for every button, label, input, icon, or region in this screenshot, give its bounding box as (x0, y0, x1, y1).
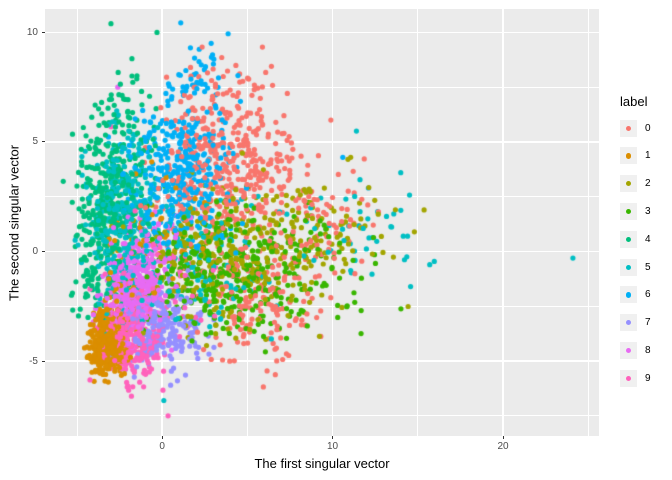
legend-point-icon (626, 292, 632, 298)
legend-entry-label: 0 (645, 122, 651, 134)
legend-color-key (620, 119, 637, 137)
legend-color-key (620, 230, 637, 248)
legend-entry-label: 8 (645, 344, 651, 356)
x-tick-label: 10 (327, 441, 339, 452)
y-axis-title: The second singular vector (6, 144, 22, 301)
legend-entry: 0 (620, 119, 672, 137)
legend-color-key (620, 369, 637, 387)
legend-point-icon (626, 125, 632, 131)
legend-entry-label: 6 (645, 289, 651, 301)
legend-point-icon (626, 236, 632, 243)
legend-entry: 2 (620, 175, 672, 193)
y-tick-mark (41, 251, 45, 253)
legend-color-key (620, 341, 637, 359)
legend-color-key (620, 175, 637, 193)
y-tick-label: 10 (26, 26, 38, 38)
legend-entry-label: 5 (645, 261, 651, 273)
y-tick-mark (41, 360, 45, 362)
legend-point-icon (626, 375, 632, 382)
legend-entry: 8 (620, 341, 672, 359)
legend-entry: 5 (620, 258, 672, 276)
legend-point-icon (626, 264, 632, 270)
legend-title: label (620, 94, 648, 109)
legend-entry-label: 7 (645, 317, 651, 329)
x-tick-mark (502, 436, 504, 439)
legend-point-icon (626, 153, 632, 159)
legend-entry: 7 (620, 314, 672, 332)
legend-entry-label: 4 (645, 233, 651, 245)
legend-entry: 3 (620, 202, 672, 220)
legend-color-key (620, 202, 637, 220)
legend-point-icon (626, 208, 632, 215)
y-tick-label: 5 (32, 136, 38, 148)
x-tick-label: 20 (497, 441, 509, 452)
legend-point-icon (626, 347, 632, 354)
legend-entry-label: 1 (645, 150, 651, 162)
x-tick-mark (332, 436, 334, 439)
legend-color-key (620, 147, 637, 165)
legend-color-key (620, 314, 637, 332)
legend-entry-label: 3 (645, 205, 651, 217)
y-tick-mark (41, 141, 45, 143)
legend-entry-label: 2 (645, 178, 651, 190)
legend-entry: 1 (620, 147, 672, 165)
legend-color-key (620, 258, 637, 276)
legend-point-icon (626, 181, 632, 187)
legend-entry: 6 (620, 286, 672, 304)
x-tick-mark (161, 436, 163, 439)
legend-color-key (620, 286, 637, 304)
x-axis-title: The first singular vector (254, 456, 390, 471)
y-tick-label: 0 (32, 246, 38, 258)
legend: label 0 1 2 3 4 5 6 7 8 9 (620, 94, 672, 394)
legend-entry-label: 9 (645, 372, 651, 384)
legend-point-icon (626, 320, 632, 326)
legend-entry: 4 (620, 230, 672, 248)
y-tick-label: -5 (29, 355, 38, 367)
legend-entry: 9 (620, 369, 672, 387)
x-tick-label: 0 (159, 441, 165, 452)
y-tick-mark (41, 31, 45, 33)
